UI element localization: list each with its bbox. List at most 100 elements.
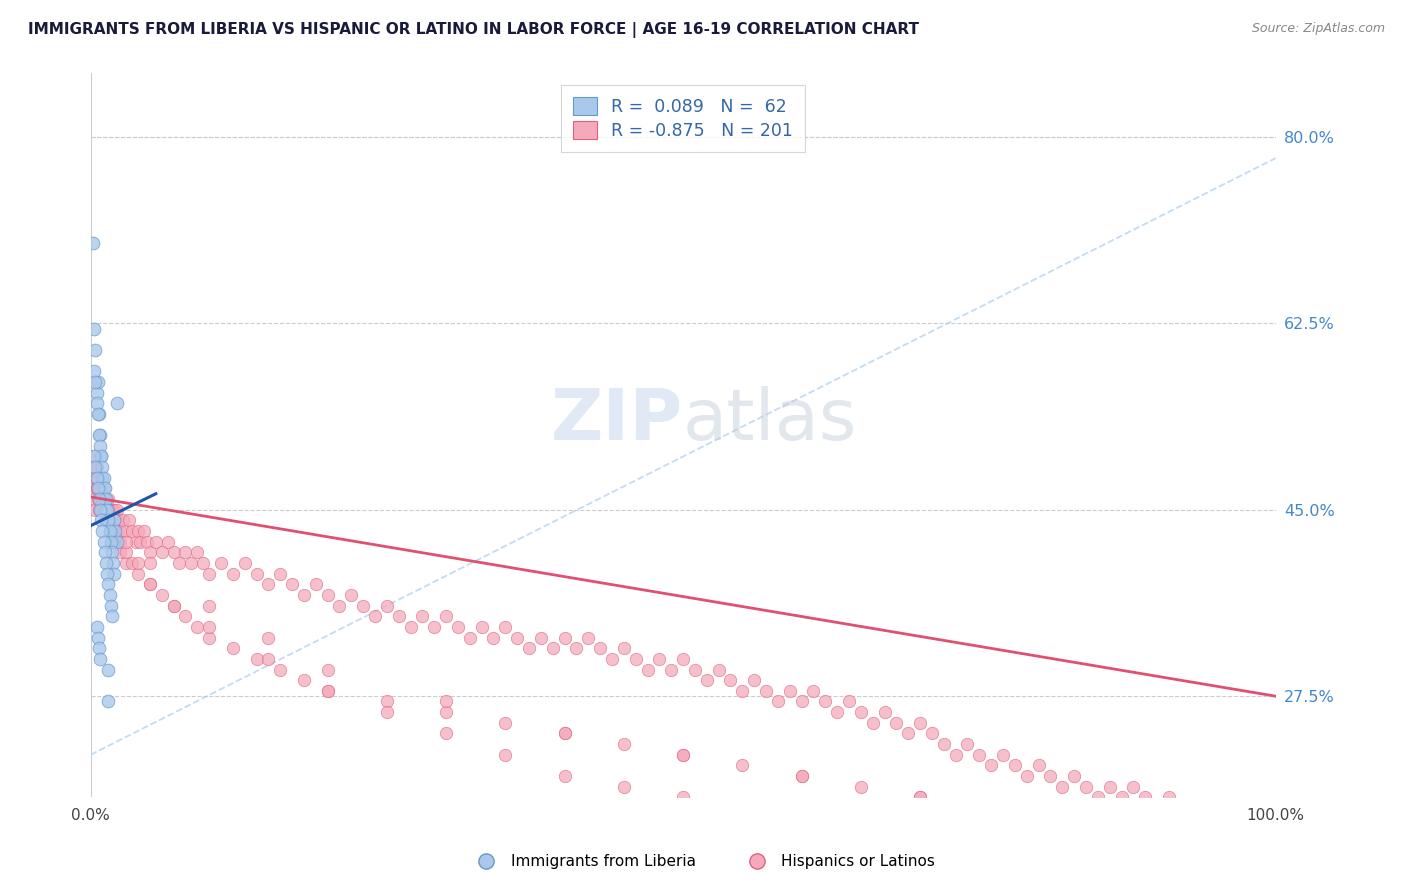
Point: [269, 566, 291, 581]
Point: [921, 726, 943, 740]
Point: [554, 769, 576, 783]
Point: [720, 673, 742, 688]
Point: [86, 385, 108, 400]
Point: [94, 545, 117, 559]
Point: [145, 534, 167, 549]
Point: [96, 513, 118, 527]
Point: [849, 822, 872, 837]
Point: [494, 715, 516, 730]
Point: [554, 631, 576, 645]
Point: [127, 566, 149, 581]
Point: [103, 524, 125, 538]
Point: [908, 833, 931, 847]
Text: atlas: atlas: [683, 386, 858, 455]
Point: [683, 663, 706, 677]
Point: [779, 683, 801, 698]
Point: [316, 683, 339, 698]
Point: [908, 715, 931, 730]
Point: [100, 513, 122, 527]
Point: [91, 492, 114, 507]
Point: [494, 747, 516, 762]
Point: [98, 588, 121, 602]
Point: [84, 502, 107, 516]
Point: [364, 609, 387, 624]
Point: [124, 534, 146, 549]
Point: [94, 492, 117, 507]
Point: [87, 407, 110, 421]
Point: [111, 513, 134, 527]
Point: [873, 705, 896, 719]
Point: [82, 236, 104, 251]
Point: [115, 524, 138, 538]
Point: [198, 566, 221, 581]
Point: [96, 566, 118, 581]
Point: [105, 534, 128, 549]
Point: [96, 513, 118, 527]
Point: [91, 492, 114, 507]
Point: [90, 513, 112, 527]
Point: [100, 524, 122, 538]
Point: [849, 780, 872, 794]
Point: [87, 428, 110, 442]
Point: [132, 524, 155, 538]
Point: [554, 726, 576, 740]
Text: Source: ZipAtlas.com: Source: ZipAtlas.com: [1251, 22, 1385, 36]
Point: [121, 524, 143, 538]
Point: [1004, 758, 1026, 772]
Point: [84, 343, 107, 357]
Point: [83, 321, 105, 335]
Point: [89, 439, 111, 453]
Point: [101, 556, 124, 570]
Point: [150, 545, 173, 559]
Point: [1087, 790, 1109, 805]
Point: [121, 556, 143, 570]
Point: [162, 599, 184, 613]
Point: [1146, 833, 1168, 847]
Point: [84, 460, 107, 475]
Point: [576, 631, 599, 645]
Point: [565, 641, 588, 656]
Point: [328, 599, 350, 613]
Point: [742, 673, 765, 688]
Point: [672, 790, 695, 805]
Point: [423, 620, 446, 634]
Point: [506, 631, 529, 645]
Point: [82, 482, 104, 496]
Point: [659, 663, 682, 677]
Point: [186, 620, 208, 634]
Point: [803, 683, 825, 698]
Point: [83, 492, 105, 507]
Point: [100, 524, 122, 538]
Point: [1146, 875, 1168, 889]
Point: [1205, 844, 1227, 858]
Point: [980, 758, 1002, 772]
Point: [388, 609, 411, 624]
Point: [91, 524, 114, 538]
Point: [1028, 758, 1050, 772]
Point: [482, 631, 505, 645]
Point: [98, 502, 121, 516]
Point: [222, 641, 245, 656]
Point: [83, 450, 105, 464]
Point: [969, 844, 991, 858]
Point: [790, 769, 813, 783]
Point: [103, 534, 125, 549]
Point: [139, 577, 162, 591]
Point: [104, 513, 127, 527]
Point: [838, 694, 860, 708]
Point: [269, 663, 291, 677]
Point: [94, 556, 117, 570]
Point: [117, 513, 139, 527]
Point: [434, 726, 457, 740]
Point: [100, 599, 122, 613]
Point: [193, 556, 215, 570]
Point: [956, 737, 979, 751]
Point: [86, 482, 108, 496]
Point: [945, 747, 967, 762]
Point: [98, 513, 121, 527]
Point: [1052, 780, 1074, 794]
Point: [93, 534, 115, 549]
Point: [90, 502, 112, 516]
Point: [104, 524, 127, 538]
Point: [222, 566, 245, 581]
